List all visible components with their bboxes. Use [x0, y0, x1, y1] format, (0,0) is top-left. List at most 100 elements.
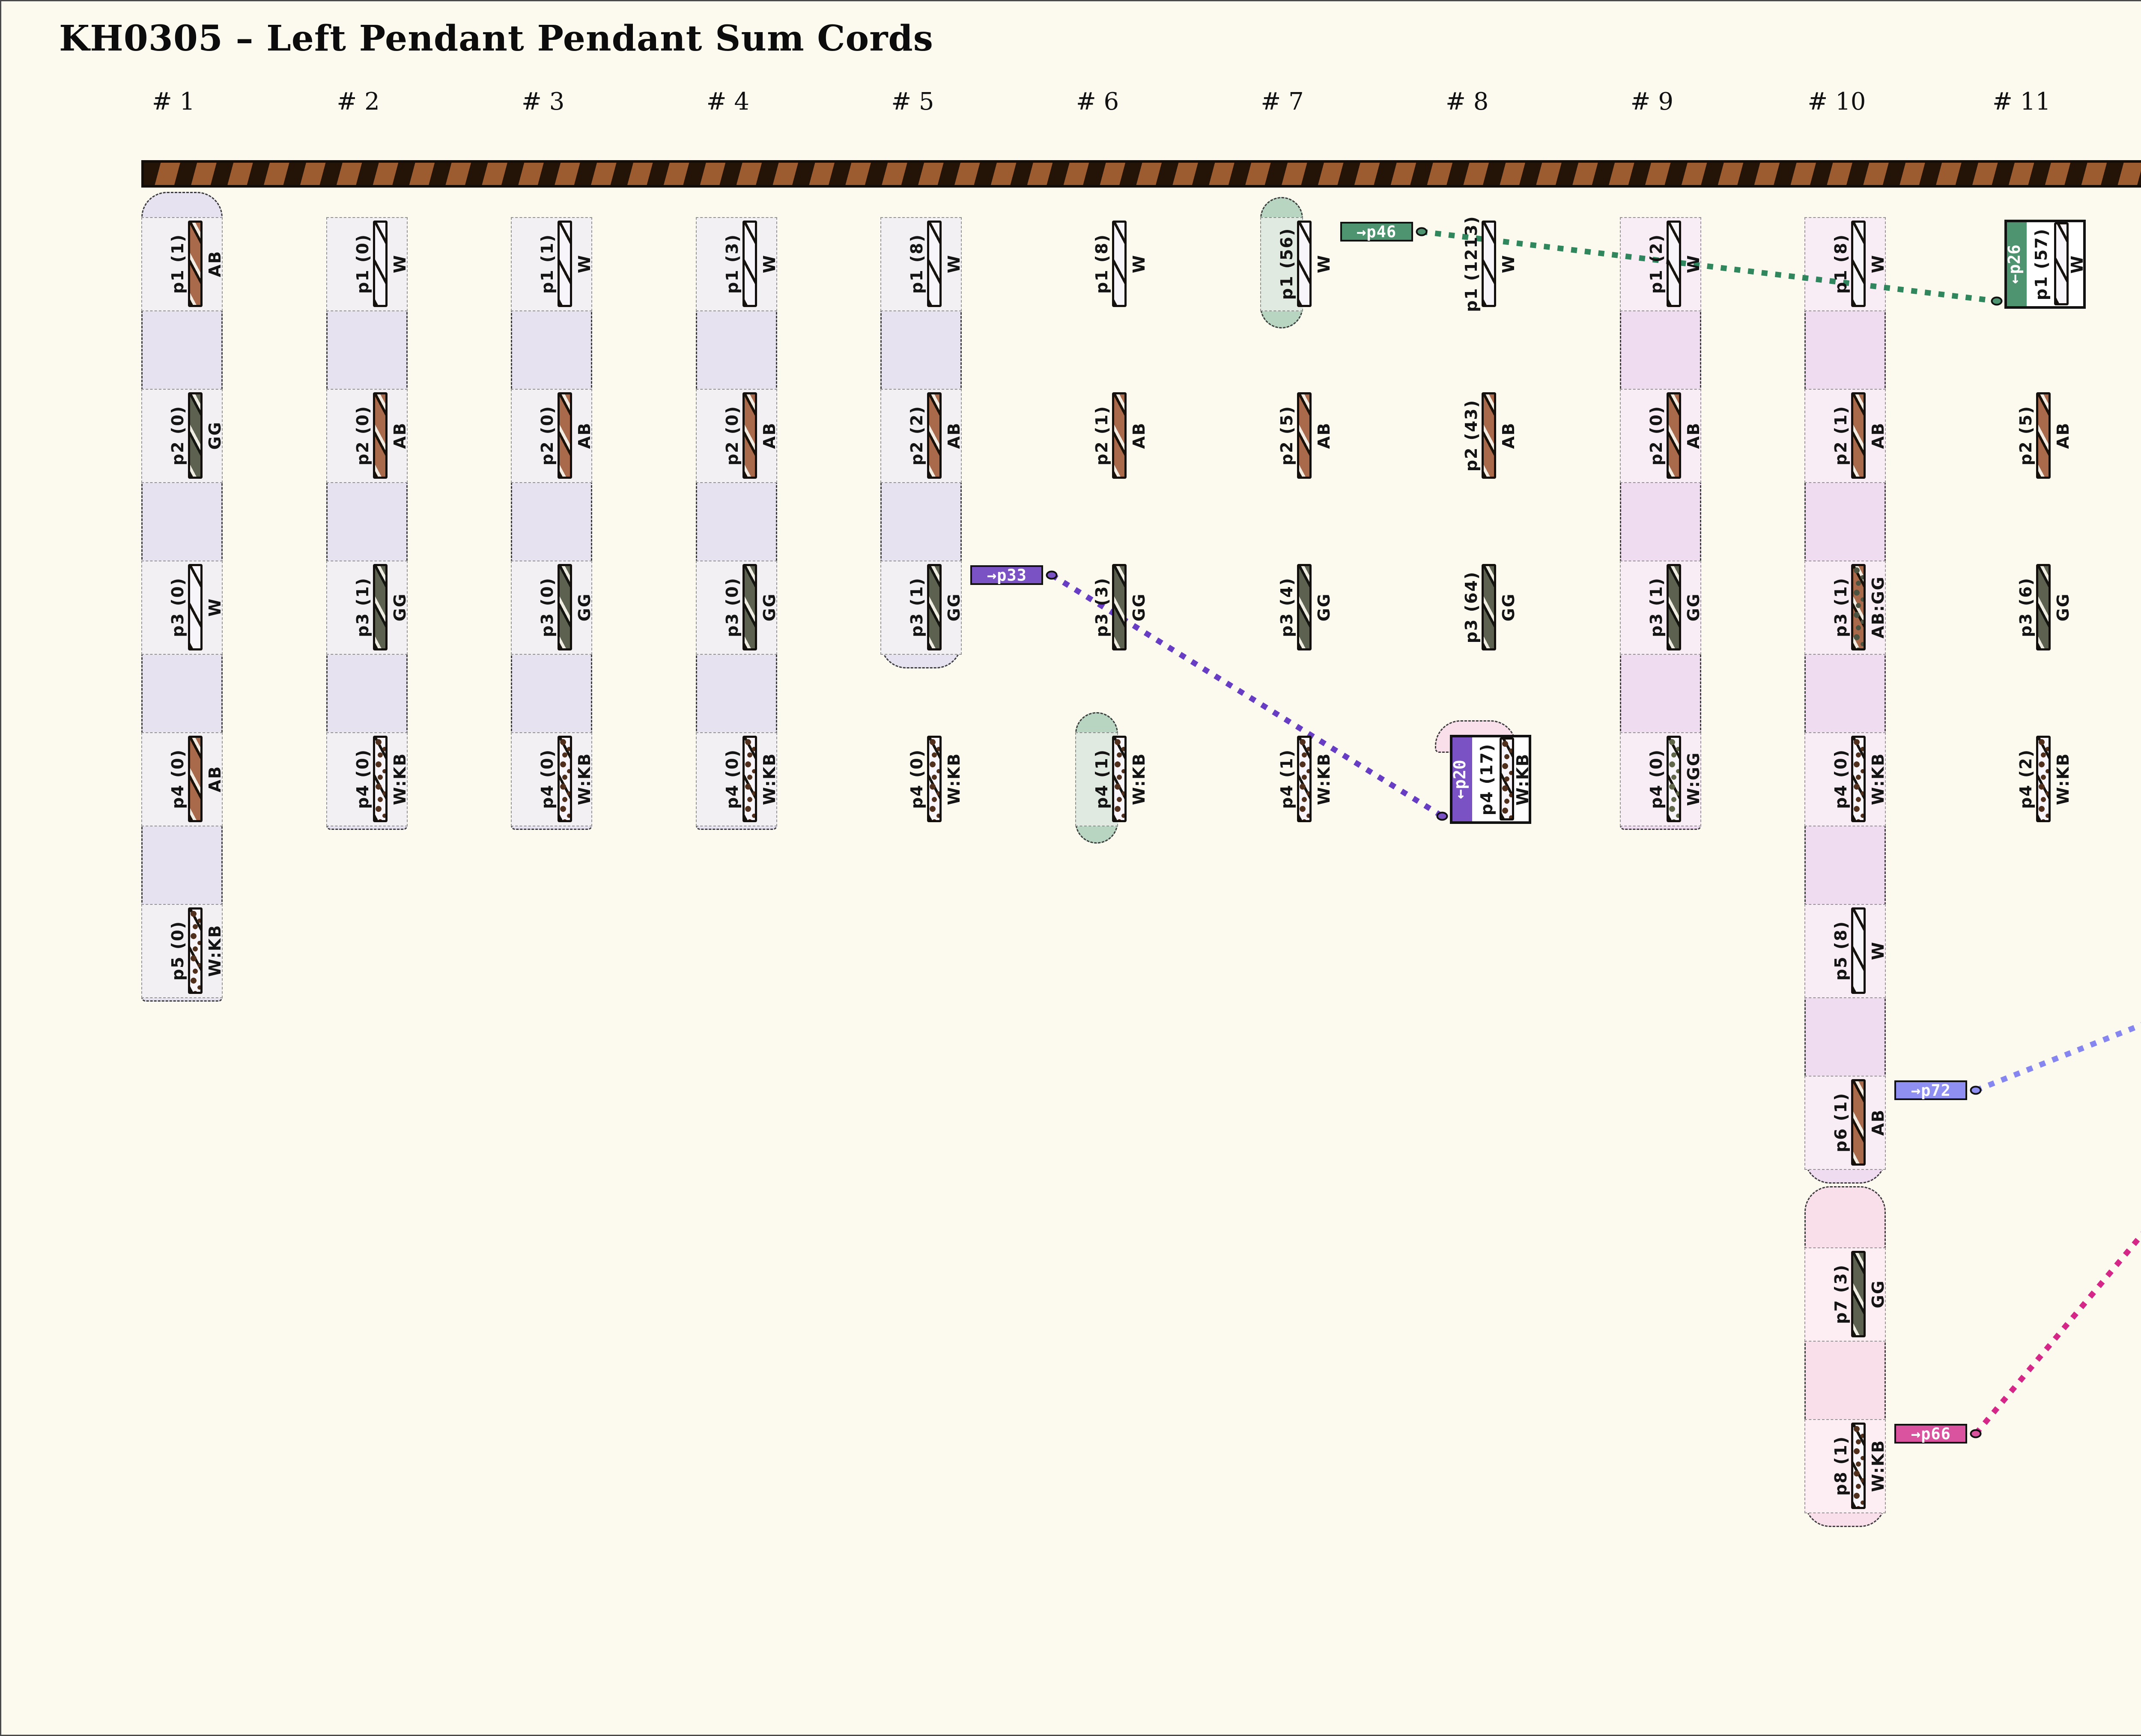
pendant-highlight-panel — [1619, 561, 1701, 655]
pendant-highlight-panel — [1260, 217, 1303, 311]
pendant-label: p4 (2) — [2016, 749, 2035, 809]
source-connector-box: →p46 — [1340, 222, 1413, 242]
pendant-cord-bar — [2036, 736, 2051, 822]
pendant-label: p3 (1) — [907, 577, 927, 638]
connector-endpoint-dot — [1436, 811, 1448, 821]
pendant-highlight-panel — [141, 389, 223, 483]
pendant-code: AB — [1869, 422, 1888, 449]
pendant-label: p1 (1213) — [1462, 215, 1481, 312]
pendant-code: GG — [1869, 1280, 1888, 1309]
pendant-label: p7 (3) — [1831, 1264, 1851, 1324]
column-header: # 5 — [891, 88, 934, 116]
pendant-code: AB — [575, 422, 594, 449]
pendant-cord-bar — [1482, 221, 1497, 307]
pendant-label: p1 (56) — [1277, 227, 1296, 300]
pendant-cord-bar — [1297, 221, 1312, 307]
column-header: # 3 — [522, 88, 565, 116]
pendant-label: p4 (0) — [538, 749, 557, 809]
pendant-cord-bar — [558, 564, 573, 650]
page-title: KH0305 – Left Pendant Pendant Sum Cords — [59, 18, 933, 59]
pendant-label: p1 (1) — [168, 233, 187, 294]
pendant-cord-bar — [1112, 392, 1127, 479]
pendant-code: AB — [945, 422, 964, 449]
pendant-cord-bar — [927, 736, 942, 822]
pendant-highlight-panel — [141, 732, 223, 826]
pendant-code: GG — [575, 593, 594, 622]
pendant-label: p4 (1) — [1277, 749, 1296, 809]
pendant-code: AB — [1314, 422, 1333, 449]
pendant-label: p2 (0) — [168, 405, 187, 466]
source-connector-box: →p72 — [1894, 1080, 1968, 1100]
column-header: # 10 — [1807, 88, 1866, 116]
pendant-cord-bar — [558, 221, 573, 307]
pendant-label: p1 (3) — [722, 233, 742, 294]
pendant-label: p2 (2) — [907, 405, 927, 466]
pendant-cord-bar — [188, 564, 203, 650]
pendant-highlight-panel — [1804, 561, 1886, 655]
pendant-code: W — [1130, 254, 1148, 273]
column-header: # 6 — [1076, 88, 1119, 116]
pendant-cord-bar — [1666, 736, 1681, 822]
group-capsule — [1804, 217, 1886, 1184]
connector-endpoint-dot — [1416, 227, 1428, 236]
pendant-code: W — [760, 254, 779, 273]
pendant-cord-bar — [1482, 564, 1497, 650]
pendant-highlight-panel — [1619, 389, 1701, 483]
pendant-cord-bar — [1112, 564, 1127, 650]
pendant-label: p3 (0) — [538, 577, 557, 638]
pendant-label: p4 (0) — [353, 749, 372, 809]
pendant-label: p2 (1) — [1831, 405, 1851, 466]
pendant-code: W:KB — [945, 752, 964, 805]
group-capsule — [1619, 217, 1701, 830]
pendant-code: W — [1684, 254, 1703, 273]
pendant-cord-bar — [558, 736, 573, 822]
pendant-code: W:KB — [390, 752, 409, 805]
pendant-cord-bar — [2036, 392, 2051, 479]
pendant-label: p2 (0) — [538, 405, 557, 466]
pendant-code: W — [945, 254, 964, 273]
pendant-highlight-panel — [1804, 1076, 1886, 1170]
pendant-code: W:KB — [1869, 1439, 1888, 1492]
pendant-code: AB — [1130, 422, 1148, 449]
pendant-cord-bar — [742, 221, 757, 307]
pendant-cord-bar — [1851, 907, 1866, 994]
pendant-cord-bar — [558, 392, 573, 479]
pendant-cord-bar — [742, 564, 757, 650]
pendant-code: GG — [2054, 593, 2072, 622]
pendant-label: p3 (3) — [1092, 577, 1111, 638]
pendant-label: p4 (1) — [1092, 749, 1111, 809]
pendant-code: W — [390, 254, 409, 273]
pendant-code: W:KB — [1314, 752, 1333, 805]
pendant-label: p4 (0) — [722, 749, 742, 809]
target-card-strip — [1452, 737, 1473, 821]
pendant-highlight-panel — [880, 217, 962, 311]
column-header: # 1 — [152, 88, 195, 116]
pendant-code: GG — [390, 593, 409, 622]
pendant-code: W:KB — [1869, 752, 1888, 805]
pendant-highlight-panel — [695, 389, 777, 483]
pendant-code: GG — [1499, 593, 1518, 622]
pendant-label: p1 (0) — [353, 233, 372, 294]
pendant-highlight-panel — [1804, 389, 1886, 483]
pendant-highlight-panel — [511, 389, 593, 483]
column-header: # 4 — [706, 88, 749, 116]
pendant-cord-bar — [1666, 564, 1681, 650]
pendant-code: AB — [206, 250, 224, 277]
pendant-highlight-panel — [141, 561, 223, 655]
pendant-label: p3 (1) — [353, 577, 372, 638]
pendant-code: GG — [206, 421, 224, 450]
pendant-code: W:KB — [1513, 753, 1533, 806]
pendant-label: p3 (0) — [722, 577, 742, 638]
group-capsule — [695, 217, 777, 830]
pendant-cord-bar — [1851, 392, 1866, 479]
pendant-code: AB — [390, 422, 409, 449]
connector-line-p66-to-p45 — [1974, 1231, 2141, 1436]
pendant-label: p1 (8) — [907, 233, 927, 294]
target-card — [2004, 220, 2086, 309]
pendant-label: p2 (5) — [2016, 405, 2035, 466]
column-header: # 9 — [1630, 88, 1673, 116]
pendant-cord-bar — [1851, 736, 1866, 822]
pendant-code: AB — [1684, 422, 1703, 449]
pendant-cord-bar — [1482, 392, 1497, 479]
pendant-highlight-panel — [880, 561, 962, 655]
